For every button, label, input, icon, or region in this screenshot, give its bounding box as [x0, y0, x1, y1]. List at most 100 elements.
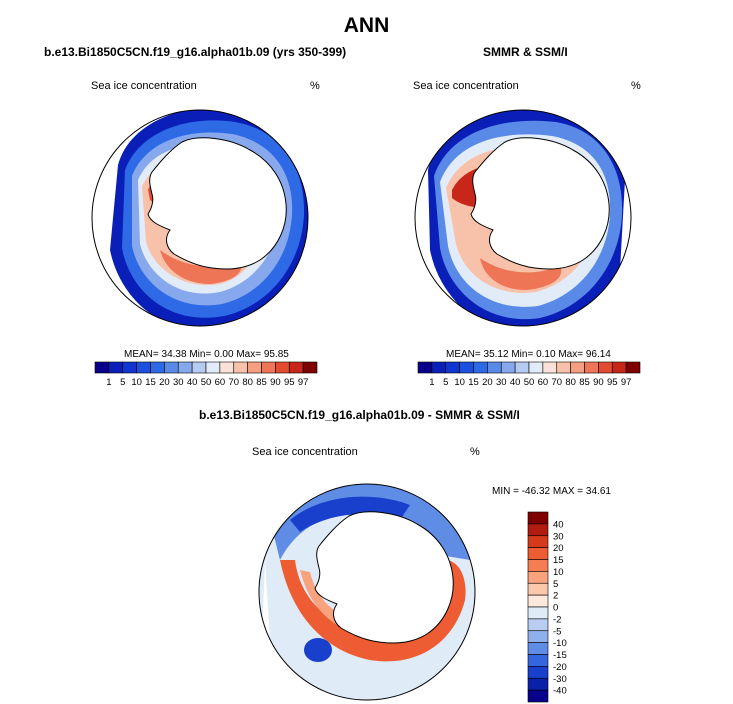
cb1-swatch [136, 361, 151, 374]
cb2-tick-label: 90 [593, 377, 604, 388]
cb1-swatch [288, 361, 304, 374]
cb1-tick-label: 5 [120, 377, 125, 388]
cb3-tick-label: -5 [553, 626, 561, 637]
min-value: 0.00 [214, 349, 234, 360]
cb1-swatch [275, 361, 290, 374]
cb3-tick-label: 40 [553, 519, 564, 530]
cb3-tick-label: -20 [553, 662, 567, 673]
cb2-swatch [598, 361, 613, 374]
colorbar-panel1: 1 5 10 15 20 30 40 50 60 70 80 85 90 95 97 [94, 361, 318, 388]
cb2-tick-label: 60 [538, 377, 549, 388]
panel1-title: b.e13.Bi1850C5CN.f19_g16.alpha01b.09 (yr… [44, 45, 347, 59]
cb3-swatch [527, 689, 549, 703]
cb2-swatch [528, 361, 544, 374]
cb1-swatch [247, 361, 262, 374]
cb2-tick-label: 20 [482, 377, 493, 388]
colorbar-panel2: 1 5 10 15 20 30 40 50 60 70 80 85 90 95 97 [417, 361, 641, 388]
max-value: 96.14 [585, 349, 611, 360]
cb1-tick-label: 80 [242, 377, 253, 388]
cb1-tick-label: 15 [145, 377, 156, 388]
cb1-tick-label: 90 [270, 377, 281, 388]
cb1-swatch [108, 361, 124, 374]
panel1-units: % [310, 80, 320, 92]
cb1-tick-label: 1 [106, 377, 111, 388]
panel3-title: b.e13.Bi1850C5CN.f19_g16.alpha01b.09 - S… [199, 408, 520, 422]
cb2-tick-label: 40 [510, 377, 521, 388]
page-title: ANN [343, 14, 390, 37]
cb1-tick-label: 85 [256, 377, 267, 388]
cb2-tick-label: 70 [551, 377, 562, 388]
cb2-tick-label: 85 [579, 377, 590, 388]
cb1-swatch [164, 361, 179, 374]
cb1-tick-label: 95 [284, 377, 295, 388]
cb2-swatch [514, 361, 530, 374]
cb2-swatch [431, 361, 447, 374]
min-label: Min= [511, 349, 534, 360]
cb1-tick-label: 50 [201, 377, 212, 388]
panel3-field-label: Sea ice concentration [252, 446, 358, 458]
cb3-tick-label: 30 [553, 531, 564, 542]
cb3-tick-label: -2 [553, 614, 561, 625]
mean-value: 35.12 [483, 349, 509, 360]
cb1-swatch [122, 361, 137, 374]
cb2-swatch [473, 361, 488, 374]
cb1-swatch [261, 361, 276, 374]
cb2-swatch [584, 361, 599, 374]
cb3-tick-label: -15 [553, 650, 567, 661]
cb2-tick-label: 5 [443, 377, 448, 388]
cb2-swatch [500, 361, 516, 374]
cb2-tick-label: 80 [565, 377, 576, 388]
cb2-swatch [487, 361, 502, 374]
cb3-swatch [527, 523, 549, 537]
cb3-swatch [527, 547, 549, 560]
cb2-tick-label: 1 [429, 377, 434, 388]
cb1-swatch [233, 361, 248, 374]
cb3-swatch [527, 535, 549, 548]
cb1-swatch [177, 361, 193, 374]
cb2-swatch [417, 361, 433, 374]
cb3-swatch [527, 642, 549, 655]
cb3-swatch [527, 666, 549, 679]
cb3-tick-label: -30 [553, 674, 567, 685]
cb3-tick-label: 10 [553, 567, 564, 578]
panel1-map [91, 109, 309, 327]
cb2-tick-label: 10 [454, 377, 465, 388]
panel1-stats: MEAN= 34.38 Min= 0.00 Max= 95.85 [124, 349, 289, 360]
cb3-swatch [527, 618, 549, 632]
panel3-map [258, 483, 476, 701]
cb3-tick-label: 2 [553, 591, 558, 602]
cb3-swatch [527, 630, 549, 643]
cb2-tick-label: 30 [496, 377, 507, 388]
min-value: 0.10 [536, 349, 556, 360]
cb3-tick-label: -40 [553, 686, 567, 697]
cb3-swatch [527, 606, 549, 620]
max-label: Max= [558, 349, 584, 360]
mean-label: MEAN= [446, 349, 481, 360]
cb1-tick-label: 20 [159, 377, 170, 388]
max-label: Max= [236, 349, 262, 360]
cb2-tick-label: 95 [607, 377, 618, 388]
mean-value: 34.38 [161, 349, 187, 360]
cb3-swatch [527, 559, 549, 572]
cb3-tick-label: -10 [553, 638, 567, 649]
panel2-map [414, 109, 632, 327]
cb3-tick-label: 20 [553, 543, 564, 554]
cb1-swatch [219, 361, 235, 374]
panel3-units: % [470, 446, 480, 458]
cb3-swatch [527, 677, 549, 691]
cb2-tick-label: 15 [468, 377, 479, 388]
panel2-units: % [631, 80, 641, 92]
cb2-swatch [570, 361, 585, 374]
panel2-title: SMMR & SSM/I [483, 45, 568, 59]
cb2-swatch [611, 361, 627, 374]
panel3-stats: MIN = -46.32 MAX = 34.61 [492, 486, 611, 497]
cb1-swatch [205, 361, 221, 374]
cb2-swatch [542, 361, 558, 374]
cb1-tick-label: 10 [131, 377, 142, 388]
mean-label: MEAN= [124, 349, 159, 360]
cb1-tick-label: 60 [215, 377, 226, 388]
panel2-field-label: Sea ice concentration [413, 80, 519, 92]
cb1-swatch [94, 361, 110, 374]
